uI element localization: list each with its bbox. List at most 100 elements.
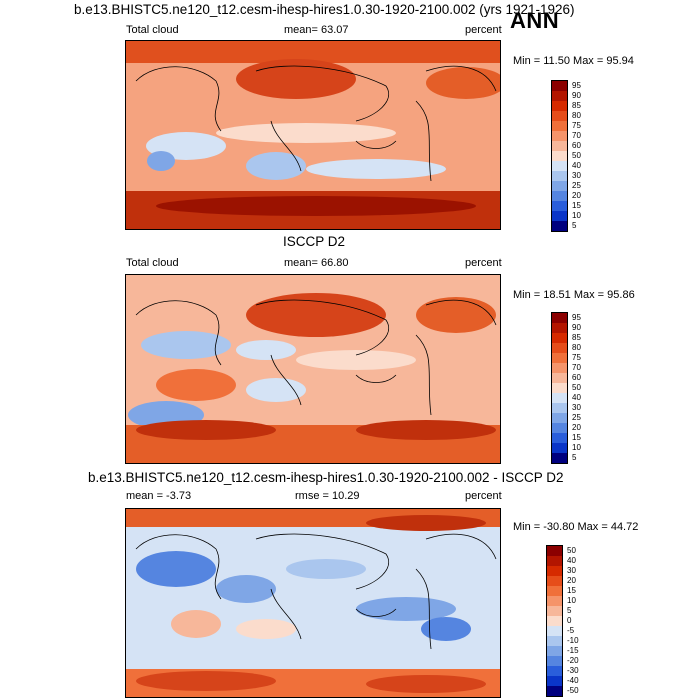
colorbar-swatch	[552, 221, 567, 231]
panel1-units-label: percent	[465, 24, 502, 36]
colorbar-tick-label: -30	[567, 666, 579, 675]
colorbar-swatch	[552, 111, 567, 121]
colorbar-tick-label: 40	[572, 393, 581, 402]
panel3-title: b.e13.BHISTC5.ne120_t12.cesm-ihesp-hires…	[88, 470, 564, 485]
colorbar-swatch	[552, 181, 567, 191]
colorbar-swatch	[547, 666, 562, 676]
panel1-map	[125, 40, 501, 230]
colorbar-tick-label: 85	[572, 101, 581, 110]
colorbar-swatch	[552, 413, 567, 423]
panel1-minmax: Min = 11.50 Max = 95.94	[513, 55, 634, 67]
colorbar-swatch	[552, 393, 567, 403]
panel2-minmax: Min = 18.51 Max = 95.86	[513, 289, 635, 301]
colorbar-tick-label: 70	[572, 363, 581, 372]
panel1-variable-label: Total cloud	[126, 24, 179, 36]
colorbar-tick-label: 25	[572, 181, 581, 190]
colorbar-tick-label: 30	[567, 566, 576, 575]
colorbar-tick-label: 80	[572, 343, 581, 352]
colorbar-swatch	[552, 383, 567, 393]
colorbar-tick-label: 40	[567, 556, 576, 565]
colorbar-tick-label: 50	[572, 151, 581, 160]
panel1-mean-label: mean= 63.07	[284, 24, 349, 36]
colorbar-tick-label: 75	[572, 121, 581, 130]
colorbar-swatch	[552, 433, 567, 443]
colorbar-swatch	[547, 686, 562, 696]
colorbar-tick-label: 5	[572, 221, 577, 230]
colorbar-tick-label: -5	[567, 626, 575, 635]
panel2-title: ISCCP D2	[283, 234, 346, 249]
colorbar-tick-label: 10	[567, 596, 576, 605]
colorbar-swatch	[552, 373, 567, 383]
colorbar-swatch	[552, 363, 567, 373]
colorbar-swatch	[547, 646, 562, 656]
colorbar-swatch	[552, 333, 567, 343]
colorbar-tick-label: -40	[567, 676, 579, 685]
colorbar-swatch	[552, 121, 567, 131]
panel3-minmax: Min = -30.80 Max = 44.72	[513, 521, 639, 533]
colorbar-tick-label: 30	[572, 403, 581, 412]
colorbar-tick-label: 80	[572, 111, 581, 120]
colorbar-tick-label: 60	[572, 141, 581, 150]
colorbar-tick-label: 5	[567, 606, 572, 615]
colorbar-swatch	[552, 191, 567, 201]
colorbar-tick-label: 90	[572, 91, 581, 100]
colorbar-swatch	[547, 606, 562, 616]
colorbar-swatch	[547, 546, 562, 556]
colorbar-swatch	[547, 586, 562, 596]
colorbar-swatch	[552, 201, 567, 211]
colorbar-swatch	[552, 91, 567, 101]
panel3-rmse-label: rmse = 10.29	[295, 490, 360, 502]
colorbar-swatch	[552, 323, 567, 333]
colorbar-swatch	[552, 353, 567, 363]
colorbar-tick-label: 40	[572, 161, 581, 170]
colorbar-tick-label: -50	[567, 686, 579, 695]
colorbar-tick-label: 95	[572, 313, 581, 322]
colorbar-tick-label: 20	[567, 576, 576, 585]
colorbar-tick-label: 30	[572, 171, 581, 180]
colorbar-tick-label: -10	[567, 636, 579, 645]
colorbar-tick-label: 15	[572, 201, 581, 210]
colorbar-swatch	[552, 443, 567, 453]
colorbar-tick-label: 90	[572, 323, 581, 332]
colorbar-swatch	[547, 566, 562, 576]
colorbar-tick-label: 15	[567, 586, 576, 595]
colorbar-swatch	[547, 636, 562, 646]
colorbar-tick-label: 20	[572, 423, 581, 432]
colorbar-tick-label: 0	[567, 616, 572, 625]
panel2-mean-label: mean= 66.80	[284, 257, 349, 269]
colorbar-swatch	[552, 403, 567, 413]
colorbar-tick-label: 75	[572, 353, 581, 362]
colorbar-tick-label: 5	[572, 453, 577, 462]
colorbar-swatch	[552, 101, 567, 111]
colorbar-swatch	[552, 161, 567, 171]
colorbar-swatch	[547, 626, 562, 636]
colorbar-swatch	[552, 141, 567, 151]
colorbar-tick-label: 50	[567, 546, 576, 555]
panel2-units-label: percent	[465, 257, 502, 269]
colorbar-swatch	[552, 343, 567, 353]
panel3-units-label: percent	[465, 490, 502, 502]
panel3-mean-label: mean = -3.73	[126, 490, 192, 502]
colorbar-swatch	[547, 576, 562, 586]
figure-title: b.e13.BHISTC5.ne120_t12.cesm-ihesp-hires…	[74, 2, 575, 17]
colorbar-swatch	[552, 81, 567, 91]
colorbar-tick-label: 25	[572, 413, 581, 422]
colorbar-tick-label: 70	[572, 131, 581, 140]
colorbar-tick-label: -15	[567, 646, 579, 655]
colorbar-tick-label: 10	[572, 443, 581, 452]
colorbar-tick-label: 20	[572, 191, 581, 200]
colorbar-swatch	[547, 556, 562, 566]
colorbar-tick-label: 85	[572, 333, 581, 342]
colorbar-tick-label: 15	[572, 433, 581, 442]
season-label: ANN	[510, 8, 560, 33]
colorbar-swatch	[547, 656, 562, 666]
colorbar-swatch	[552, 423, 567, 433]
colorbar-swatch	[552, 151, 567, 161]
colorbar-tick-label: -20	[567, 656, 579, 665]
panel2-map	[125, 274, 501, 464]
colorbar-swatch	[547, 616, 562, 626]
colorbar-tick-label: 60	[572, 373, 581, 382]
colorbar-swatch	[552, 171, 567, 181]
colorbar-swatch	[552, 453, 567, 463]
panel3-map	[125, 508, 501, 698]
